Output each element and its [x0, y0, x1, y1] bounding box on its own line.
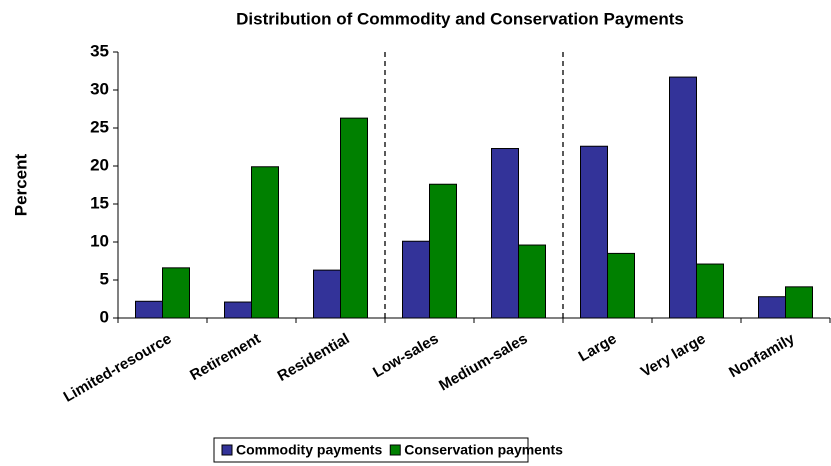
bar: [429, 183, 457, 319]
x-tick-label: Nonfamily: [726, 330, 798, 381]
bar: [607, 252, 635, 319]
y-axis-label: Percent: [11, 153, 30, 216]
y-tick-label: 30: [90, 79, 109, 98]
y-tick-label: 25: [90, 117, 109, 136]
y-tick-label: 35: [90, 41, 109, 60]
bar: [518, 244, 546, 319]
bar: [580, 145, 608, 319]
bar: [340, 117, 368, 319]
bar: [785, 286, 813, 319]
bar: [162, 267, 190, 319]
bar: [224, 301, 252, 319]
x-tick-label: Medium-sales: [436, 330, 530, 394]
y-tick-label: 20: [90, 155, 109, 174]
bar: [313, 269, 341, 319]
legend-label: Commodity payments: [236, 442, 382, 458]
legend-label: Conservation payments: [404, 442, 563, 458]
y-tick-label: 5: [100, 269, 109, 288]
legend-swatch: [389, 444, 401, 456]
legend-box: [213, 437, 529, 463]
x-tick-label: Retirement: [187, 330, 263, 384]
bar: [758, 296, 786, 319]
x-tick-label: Very large: [638, 330, 709, 381]
x-tick-label: Large: [576, 330, 620, 365]
bar: [251, 166, 279, 319]
bar: [135, 300, 163, 319]
chart-title: Distribution of Commodity and Conservati…: [236, 9, 684, 28]
bar: [402, 240, 430, 319]
legend-swatch: [221, 444, 233, 456]
bar: [696, 263, 724, 319]
x-tick-label: Low-sales: [370, 330, 441, 381]
x-tick-label: Limited-resource: [61, 330, 175, 406]
x-tick-label: Residential: [275, 330, 353, 385]
y-tick-label: 10: [90, 231, 109, 250]
y-tick-label: 0: [100, 307, 109, 326]
y-tick-label: 15: [90, 193, 109, 212]
bar: [669, 76, 697, 319]
bar: [491, 148, 519, 319]
